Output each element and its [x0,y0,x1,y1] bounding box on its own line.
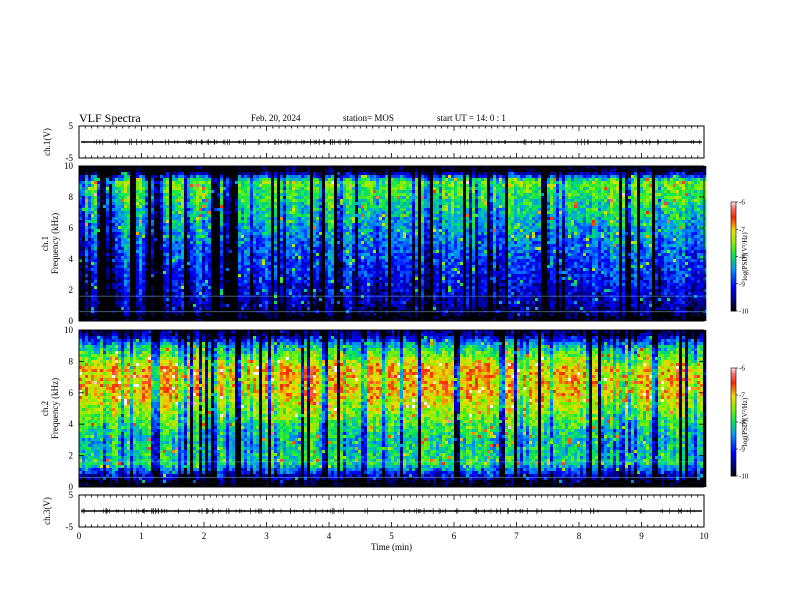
ch1-waveform-spikes [83,138,700,146]
ch3-waveform-ylabel: ch.3(V) [42,497,52,525]
x-tick-label: 2 [202,531,207,541]
y-tick-label: 6 [69,223,74,233]
ch1-spectrogram-ylabel-frequency: Frequency (kHz) [50,213,60,274]
ch1-waveform-ylabel: ch.1(V) [42,128,52,156]
ch1-spectrogram-cells [79,166,707,321]
ch2-spectrogram-cells [79,330,707,487]
y-tick-label: 10 [64,161,74,171]
y-tick-label: -5 [66,153,74,163]
ch2-spectrogram-ylabel-channel: ch.2 [40,401,50,416]
ch2-spectrogram-colorbar-label: log(PSD)(V²/Hz) [741,397,749,446]
y-tick-label: 0 [69,316,74,326]
ch2-spectrogram-ylabel-frequency: Frequency (kHz) [50,378,60,439]
y-tick-label: -5 [66,522,74,532]
x-tick-label: 1 [139,531,144,541]
y-tick-label: 4 [69,419,74,429]
y-tick-label: 8 [69,192,74,202]
x-tick-label: 0 [77,531,82,541]
colorbar-tick-label: -10 [739,308,749,316]
colorbar-tick-label: -9 [739,446,745,454]
x-tick-label: 3 [264,531,269,541]
start-ut-label: start UT = 14: 0 : 1 [437,113,506,123]
x-tick-label: 4 [327,531,332,541]
colorbar-tick-label: -9 [739,280,745,288]
ch2-spectrogram-xticks [78,330,705,487]
colorbar-tick-label: -6 [739,365,745,373]
y-tick-label: 10 [64,325,74,335]
x-tick-label: 8 [577,531,582,541]
ch1-waveform-xticks [78,126,705,158]
colorbar-tick-label: -7 [739,226,745,234]
colorbar-tick-label: -7 [739,392,745,400]
ch1-spectrogram-colorbar [730,201,737,312]
y-tick-label: 2 [69,285,74,295]
date-label: Feb. 20, 2024 [251,113,301,123]
x-tick-label: 7 [514,531,519,541]
colorbar-tick-label: -10 [739,473,749,481]
x-axis-label: Time (min) [371,542,412,552]
ch3-waveform-xticks [78,495,705,527]
ch1-spectrogram-ylabel-channel: ch.1 [40,236,50,251]
ch2-spectrogram-colorbar [730,367,737,477]
y-tick-label: 0 [69,482,74,492]
x-tick-label: 9 [639,531,644,541]
x-tick-label: 5 [389,531,394,541]
y-tick-label: 5 [69,490,74,500]
y-tick-label: 4 [69,254,74,264]
colorbar-tick-label: -8 [739,419,745,427]
colorbar-tick-label: -6 [739,199,745,207]
x-tick-label: 6 [452,531,457,541]
y-tick-label: 2 [69,451,74,461]
station-label: station= MOS [343,113,394,123]
colorbar-tick-label: -8 [739,253,745,261]
x-tick-label: 10 [700,531,710,541]
figure-title: VLF Spectra [79,111,141,126]
y-tick-label: 8 [69,356,74,366]
ch3-waveform-spikes [81,507,695,515]
y-tick-label: 6 [69,388,74,398]
y-tick-label: 5 [69,121,74,131]
ch1-spectrogram-colorbar-label: log(PSD)(V²/Hz) [741,232,749,281]
ch1-spectrogram-xticks [78,166,705,321]
